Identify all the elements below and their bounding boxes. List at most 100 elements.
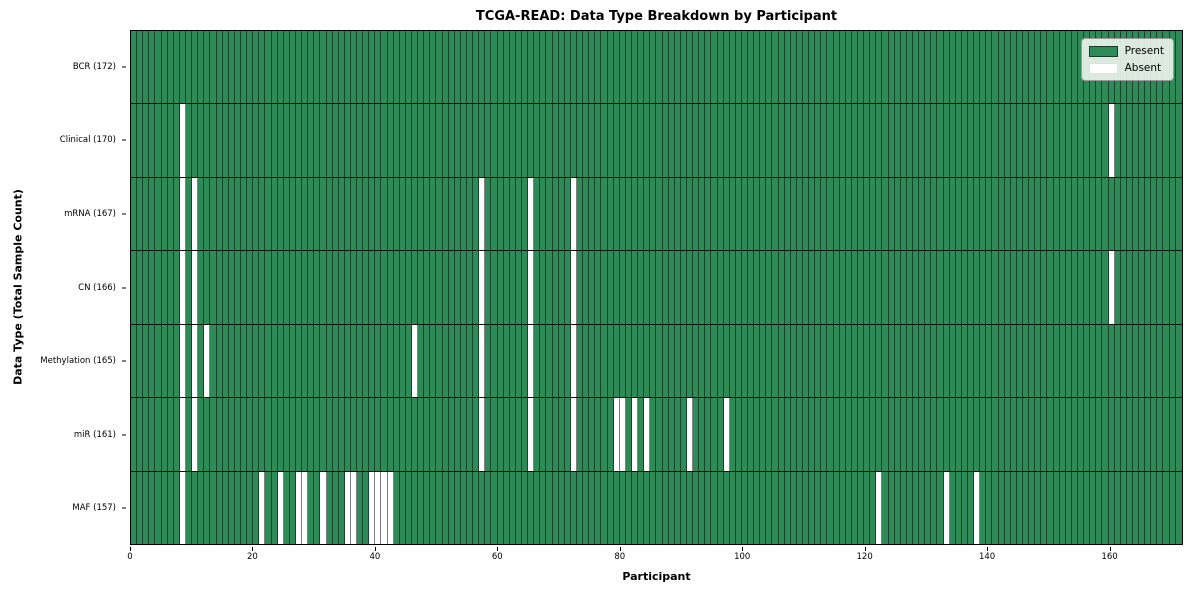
- heatmap-cell: [185, 104, 193, 177]
- heatmap-cell: [283, 31, 290, 104]
- heatmap-cell: [656, 251, 663, 324]
- heatmap-cell: [674, 177, 681, 251]
- heatmap-cell: [876, 31, 883, 104]
- heatmap-cell: [1175, 177, 1181, 251]
- heatmap-cell: [693, 251, 700, 324]
- heatmap-cell: [418, 104, 425, 177]
- heatmap-cell: [564, 31, 571, 104]
- heatmap-cell: [467, 104, 474, 177]
- heatmap-cell: [943, 398, 950, 471]
- y-tick-label: Clinical (170): [59, 135, 116, 146]
- heatmap-cell: [1065, 398, 1072, 471]
- heatmap-cell: [851, 177, 859, 251]
- heatmap-cell: [992, 31, 999, 104]
- heatmap-cell: [185, 31, 193, 104]
- heatmap-cell: [986, 398, 993, 471]
- heatmap-cell: [864, 324, 871, 398]
- heatmap-cell: [271, 104, 278, 177]
- heatmap-cell: [662, 324, 669, 398]
- heatmap-cell: [161, 471, 168, 544]
- heatmap-cell: [179, 471, 186, 544]
- heatmap-cell: [778, 398, 785, 471]
- heatmap-cell: [247, 104, 254, 177]
- heatmap-cell: [833, 31, 840, 104]
- heatmap-cell: [222, 471, 229, 544]
- heatmap-cell: [314, 177, 321, 251]
- heatmap-cell: [735, 177, 742, 251]
- heatmap-cell: [265, 177, 272, 251]
- heatmap-cell: [992, 177, 999, 251]
- heatmap-cell: [754, 251, 761, 324]
- heatmap-cell: [607, 104, 614, 177]
- heatmap-cell: [674, 471, 681, 544]
- heatmap-cell: [1163, 177, 1170, 251]
- heatmap-cell: [748, 471, 755, 544]
- heatmap-cell: [674, 324, 681, 398]
- heatmap-cell: [430, 398, 437, 471]
- heatmap-cell: [222, 324, 229, 398]
- heatmap-cell: [173, 251, 180, 324]
- heatmap-cell: [509, 471, 516, 544]
- heatmap-cell: [583, 104, 590, 177]
- heatmap-cell: [131, 177, 138, 251]
- heatmap-cell: [369, 31, 376, 104]
- heatmap-cell: [986, 324, 993, 398]
- heatmap-cell: [393, 324, 400, 398]
- heatmap-cell: [1132, 177, 1140, 251]
- heatmap-cell: [949, 471, 956, 544]
- heatmap-cell: [546, 104, 553, 177]
- heatmap-cell: [216, 398, 223, 471]
- heatmap-cell: [210, 471, 217, 544]
- heatmap-cell: [638, 324, 645, 398]
- heatmap-cell: [185, 471, 193, 544]
- heatmap-cell: [607, 398, 614, 471]
- heatmap-cell: [344, 471, 351, 544]
- heatmap-cell: [1071, 31, 1078, 104]
- heatmap-cell: [790, 177, 797, 251]
- heatmap-cell: [980, 398, 987, 471]
- heatmap-cell: [699, 398, 706, 471]
- heatmap-cell: [656, 177, 663, 251]
- y-tick-mark: [122, 66, 126, 68]
- heatmap-cell: [497, 471, 504, 544]
- heatmap-cell: [418, 31, 425, 104]
- heatmap-cell: [210, 251, 217, 324]
- heatmap-cell: [1132, 324, 1140, 398]
- heatmap-cell: [179, 104, 186, 177]
- heatmap-cell: [1102, 398, 1109, 471]
- heatmap-cell: [631, 251, 639, 324]
- heatmap-cell: [803, 471, 810, 544]
- heatmap-cell: [1139, 251, 1146, 324]
- absent-swatch-icon: [1088, 62, 1118, 74]
- heatmap-cell: [1090, 251, 1097, 324]
- heatmap-cell: [509, 324, 516, 398]
- heatmap-cell: [967, 104, 975, 177]
- heatmap-cell: [589, 104, 596, 177]
- heatmap-cell: [228, 324, 235, 398]
- heatmap-cell: [240, 31, 248, 104]
- heatmap-cell: [491, 324, 498, 398]
- heatmap-cell: [607, 471, 614, 544]
- heatmap-cell: [473, 324, 480, 398]
- heatmap-cell: [289, 177, 296, 251]
- heatmap-cell: [815, 471, 822, 544]
- heatmap-cell: [448, 104, 455, 177]
- heatmap-cell: [314, 251, 321, 324]
- heatmap-cell: [998, 31, 1005, 104]
- heatmap-cell: [131, 398, 138, 471]
- heatmap-cell: [931, 398, 938, 471]
- heatmap-cell: [522, 31, 529, 104]
- heatmap-cell: [1108, 398, 1115, 471]
- heatmap-cell: [900, 104, 907, 177]
- heatmap-cell: [674, 251, 681, 324]
- heatmap-cell: [595, 31, 602, 104]
- heatmap-cell: [998, 104, 1005, 177]
- heatmap-cell: [607, 31, 614, 104]
- heatmap-cell: [1163, 324, 1170, 398]
- heatmap-cell: [320, 104, 327, 177]
- heatmap-cell: [320, 324, 327, 398]
- heatmap-cell: [699, 177, 706, 251]
- heatmap-cell: [534, 104, 541, 177]
- heatmap-cell: [1120, 177, 1127, 251]
- heatmap-cell: [1077, 104, 1085, 177]
